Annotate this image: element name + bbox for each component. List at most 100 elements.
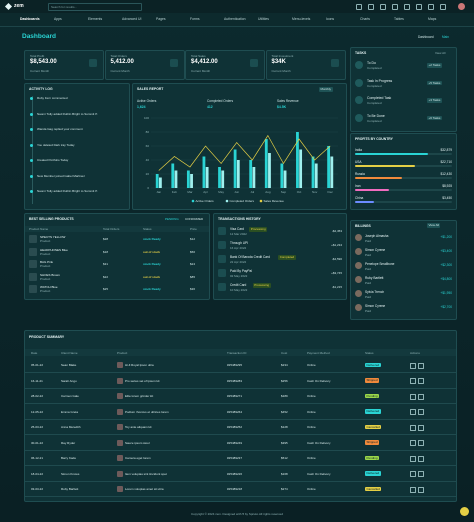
action-icon[interactable] [410,409,416,415]
nav-item[interactable]: Menu-levels [292,17,311,21]
view-all[interactable]: View All [435,51,446,55]
bar [233,149,237,188]
stat-card: Total Profit $8,543.00 Current Month [24,50,104,80]
nav-item[interactable]: Dashboards [20,17,40,21]
billing-amount: +$1,950 [440,291,452,295]
billing-sub: Paid [365,238,372,243]
action-icon[interactable] [418,440,424,446]
action-icon[interactable] [410,362,416,369]
stock-status: stock Ready [143,287,161,291]
action-icon[interactable] [410,424,416,431]
timeline-dot [30,174,33,178]
legend-label: Completed Orders [230,199,255,203]
x-tick-label: Apr [203,190,208,194]
product-thumb [117,424,123,430]
task-icon [355,96,363,104]
action-icon[interactable] [418,409,424,415]
txn-date: 12 Mar 2022 [230,231,247,236]
tab[interactable]: PENDING [165,217,179,221]
product-name: SHOES Brown [40,272,60,277]
header-icon[interactable] [392,4,398,10]
cell: 28-02-22 [31,394,44,398]
stat-note: Current Month [110,69,130,73]
back-to-top[interactable] [460,507,469,516]
action-icon[interactable] [418,424,424,431]
action-icon[interactable] [418,393,424,400]
cell: Emma Greta [61,409,79,414]
task-sub: Completed [367,83,382,88]
nav-item[interactable]: Tables [394,17,404,21]
bar [171,163,175,188]
country-name: Russia [355,172,365,176]
action-icon[interactable] [418,471,424,477]
status-badge: Delivered [365,471,381,476]
action-icon[interactable] [410,486,416,493]
price: $85 [190,274,196,279]
txn-name: Visa Card [230,227,244,231]
cell: #25489252 [227,425,243,429]
nav-item[interactable]: Forms [190,17,200,21]
nav-item[interactable]: Apps [54,17,62,21]
cell: Online [307,425,316,429]
view-all[interactable]: View All [427,223,441,228]
bar [236,160,240,188]
action-icon[interactable] [410,471,416,477]
action-icon[interactable] [410,378,416,384]
x-tick-label: Oct [297,190,302,194]
country-name: India [355,148,362,152]
bar [296,132,299,188]
legend-swatch [225,199,229,203]
nav-item[interactable]: Advanced UI [122,17,142,21]
kpi-label: Completed Orders [207,99,234,103]
top-header: zem Search for results... [0,0,474,14]
nav-item[interactable]: Utilities [258,17,269,21]
product-thumb [117,439,123,446]
nav-item[interactable]: Authentication [224,17,246,21]
cell: Online [307,456,316,460]
nav-item[interactable]: Pages [156,17,166,21]
bar [299,149,303,188]
task-icon [355,78,363,87]
header-icon[interactable] [356,4,362,10]
nav-item[interactable]: Elements [88,17,103,21]
nav-item[interactable]: Charts [360,17,370,21]
cell: Cash On Delivery [307,378,331,383]
action-icon[interactable] [418,486,424,493]
task-name: To Do [367,61,376,65]
nav-item[interactable]: Icons [326,17,335,21]
header-icon[interactable] [416,4,422,10]
header-icon[interactable] [368,4,374,10]
action-icon[interactable] [410,393,416,400]
tab[interactable]: CONFIRMED [185,217,204,221]
best-selling-card: BEST SELLING PRODUCTS PENDING CONFIRMED Pro… [24,213,210,300]
action-icon[interactable] [418,378,424,384]
product-sub: Product [40,276,51,281]
action-icon[interactable] [410,455,416,462]
product-sub: Product [40,239,51,243]
nav-item[interactable]: Maps [428,17,437,21]
period-button[interactable]: Monthly [319,87,333,92]
avatar [355,248,362,255]
task-icon [355,61,363,69]
search-input[interactable]: Search for results... [48,3,142,11]
country-amount: $32,879 [440,148,452,152]
header-icon[interactable] [428,4,434,10]
product-thumb [29,260,37,268]
country-amount: $22,710 [440,160,452,164]
avatar [355,262,362,269]
stat-note: Current Month [271,69,291,73]
header-icon[interactable] [404,4,410,10]
action-icon[interactable] [418,362,424,369]
y-tick-label: 100 [144,116,149,120]
y-tick-label: 0 [147,186,149,190]
x-tick-label: Feb [172,190,178,194]
action-icon[interactable] [418,455,424,462]
y-tick-label: 40 [146,158,150,162]
legend-swatch [259,199,263,203]
header-icon[interactable] [440,4,446,10]
header-icon[interactable] [380,4,386,10]
txn-amount: -$4,590 [331,257,342,261]
card-title: TRANSACTIONS HISTORY [218,217,261,221]
action-icon[interactable] [410,440,416,446]
column-header: Transaction ID [227,350,247,355]
